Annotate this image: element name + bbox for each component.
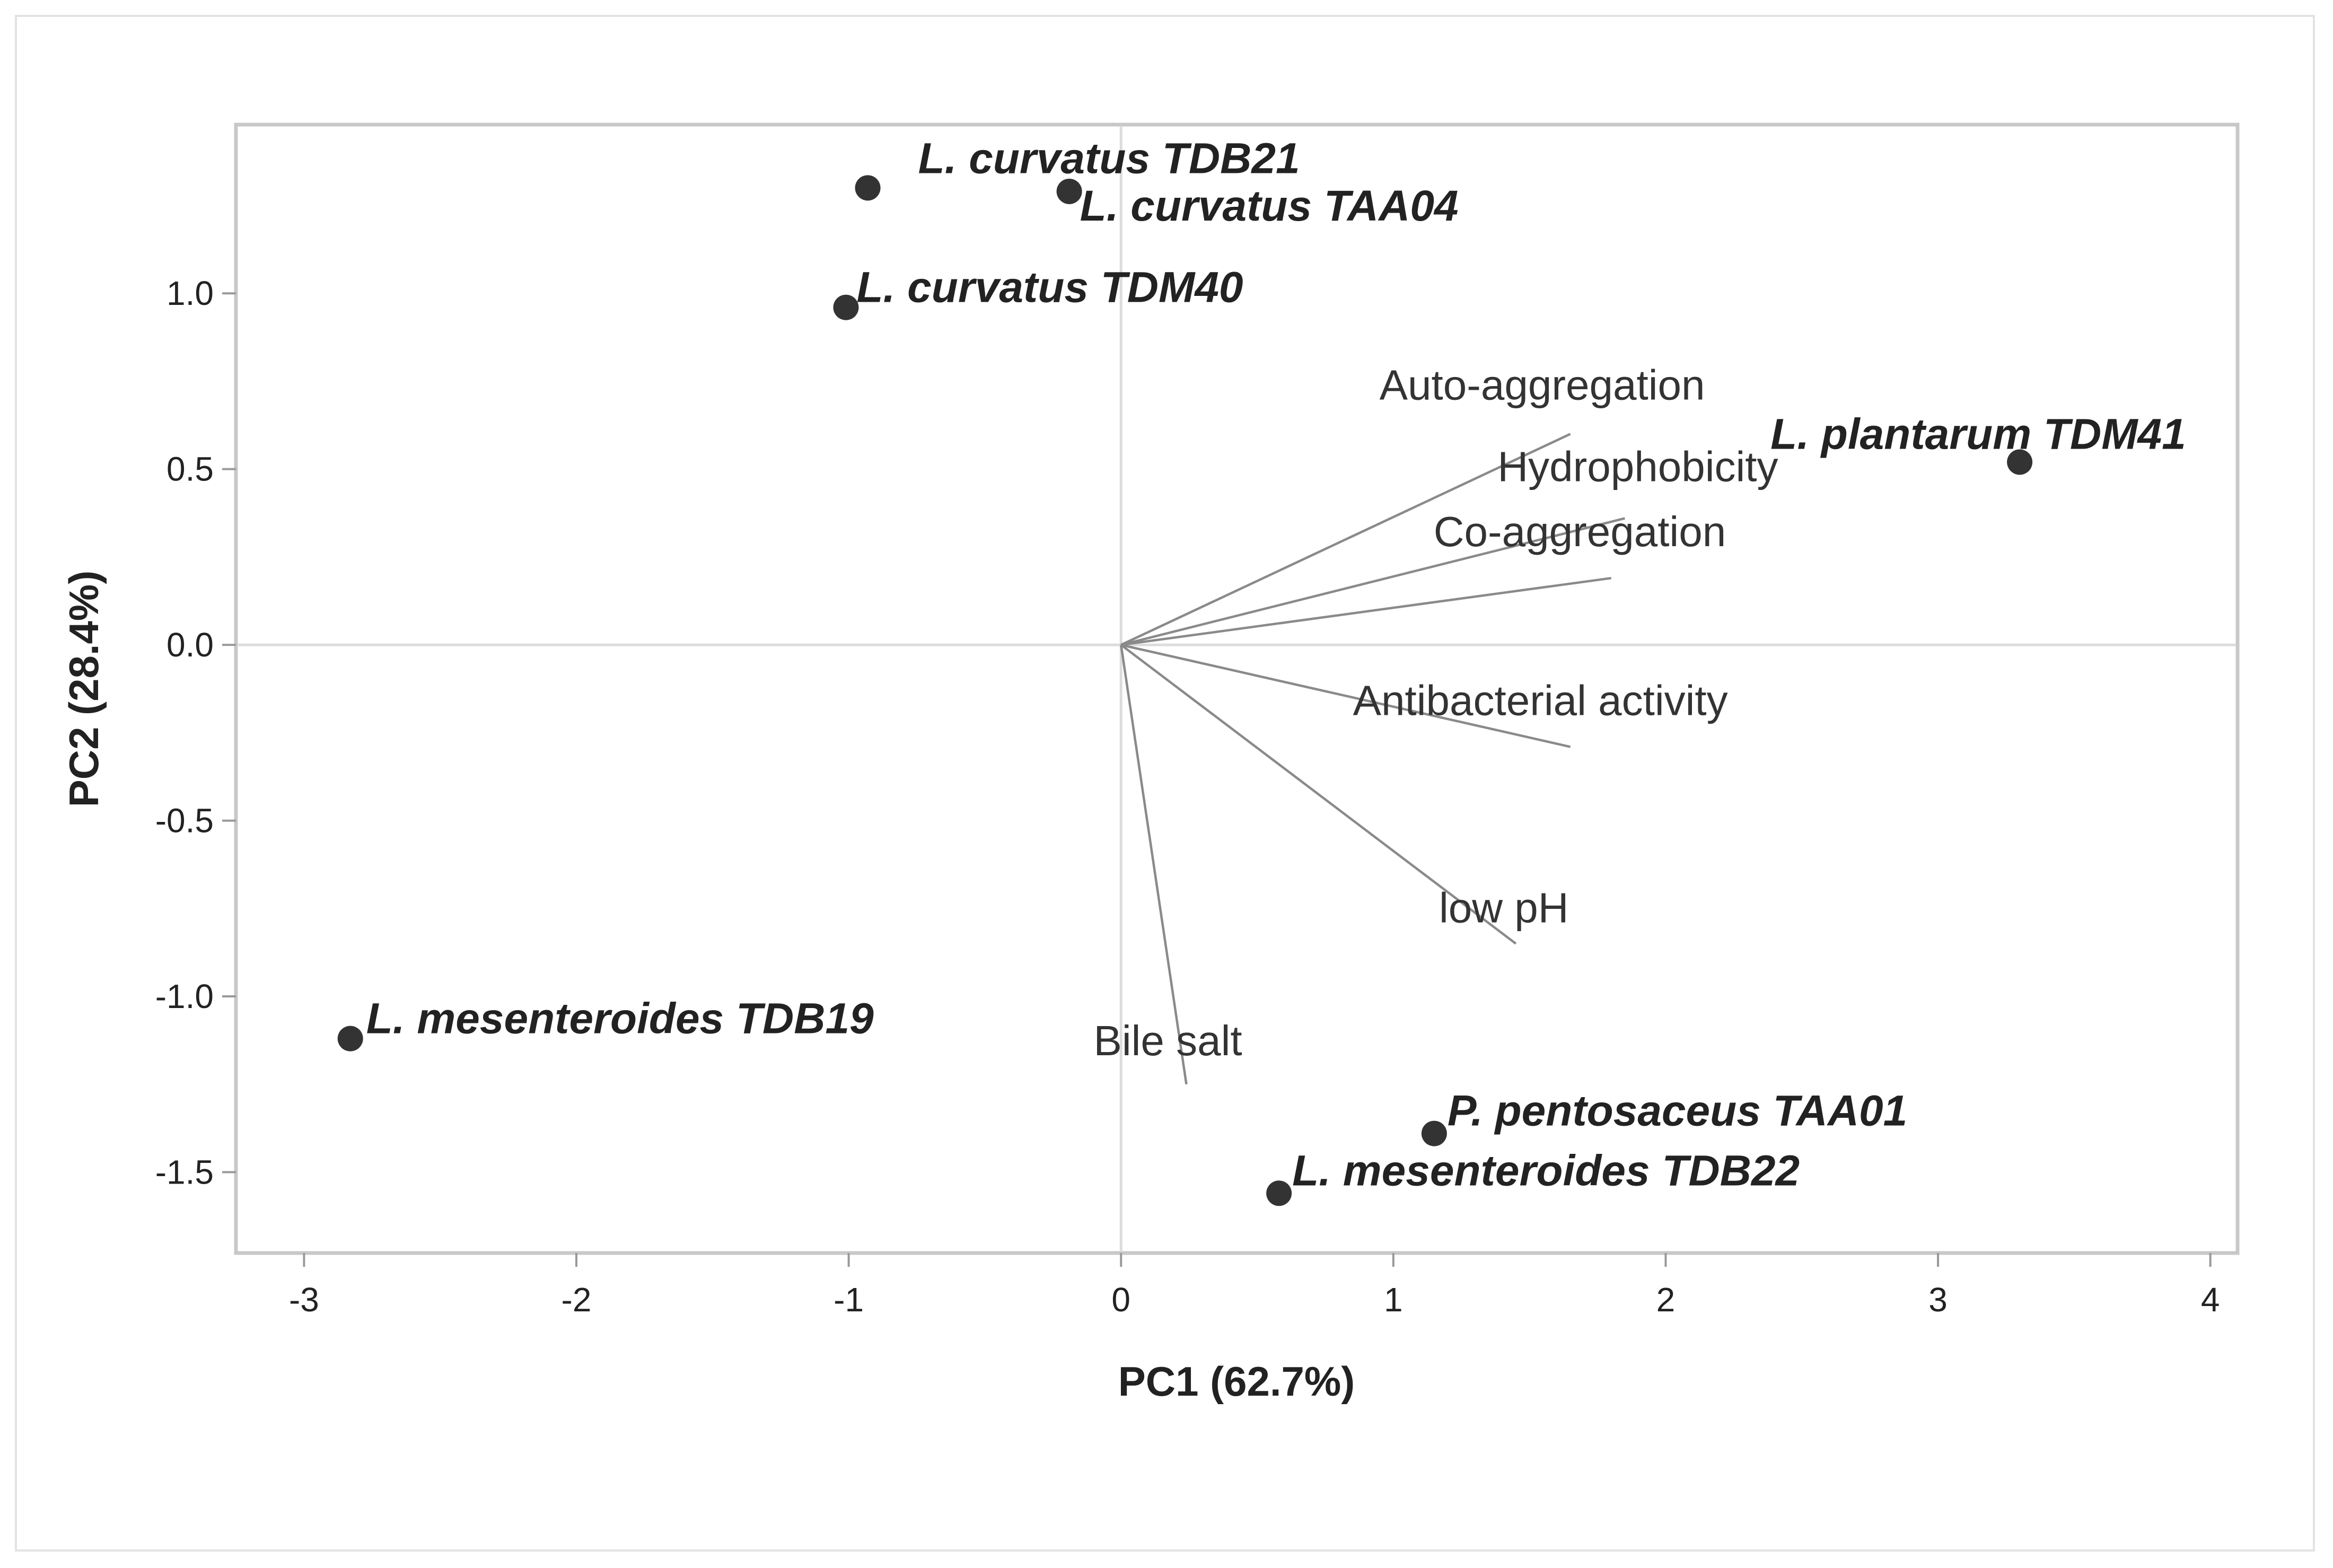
plot-area [234,122,2240,1255]
x-tick-label: 0 [1111,1281,1130,1319]
loading-label-auto-aggregation: Auto-aggregation [1380,361,1705,408]
y-tick-label: -1.0 [155,977,214,1015]
loading-vector-co-aggregation [1120,576,1612,646]
x-axis-title: PC1 (62.7%) [1118,1358,1355,1405]
x-tick-label: -1 [834,1281,864,1319]
loading-vector-antibacterial-activity [1120,643,1571,748]
x-tick-label: 1 [1384,1281,1403,1319]
point-label-l-mesenteroides-tdb22: L. mesenteroides TDB22 [1292,1146,1800,1195]
y-axis-title: PC2 (28.4%) [60,571,107,808]
y-tick-label: 0.5 [166,450,214,488]
loading-label-antibacterial-activity: Antibacterial activity [1353,677,1728,724]
point-l-mesenteroides-tdb19 [337,1026,363,1052]
loading-label-low-ph: low pH [1439,884,1569,932]
y-tick-label: 0.0 [166,626,214,664]
point-label-l-curvatus-tdb21: L. curvatus TDB21 [918,134,1300,182]
point-l-mesenteroides-tdb22 [1266,1180,1292,1206]
loading-vector-low-ph [1120,644,1517,945]
loading-vectors: Auto-aggregation Hydrophobicity Co-aggrega… [1093,361,1778,1085]
point-l-plantarum-tdm41 [2007,449,2033,475]
point-l-curvatus-taa04 [1056,178,1082,204]
y-tick-label: -0.5 [155,802,214,840]
y-tick-label: -1.5 [155,1153,214,1192]
loading-vector-hydrophobicity [1120,517,1625,646]
point-l-curvatus-tdb21 [855,175,881,201]
point-label-l-mesenteroides-tdb19: L. mesenteroides TDB19 [366,995,874,1043]
point-label-l-plantarum-tdm41: L. plantarum TDM41 [1770,410,2186,458]
axis-ticks: -3 -2 -1 0 1 2 3 4 -1.5 -1.0 -0.5 0.0 0.5 1.0 [155,274,2220,1319]
y-tick-label: 1.0 [166,274,214,312]
loading-label-co-aggregation: Co-aggregation [1434,508,1726,555]
x-tick-label: 2 [1656,1281,1676,1319]
point-label-p-pentosaceus-taa01: P. pentosaceus TAA01 [1448,1087,1907,1135]
point-p-pentosaceus-taa01 [1421,1120,1447,1146]
point-label-l-curvatus-tdm40: L. curvatus TDM40 [856,264,1243,312]
loading-vector-auto-aggregation [1120,433,1571,646]
loading-label-bile-salt: Bile salt [1093,1017,1242,1064]
x-tick-label: -2 [562,1281,592,1319]
x-tick-label: -3 [289,1281,319,1319]
point-l-curvatus-tdm40 [833,294,859,320]
loading-label-hydrophobicity: Hydrophobicity [1497,443,1778,490]
x-tick-label: 3 [1928,1281,1948,1319]
x-tick-label: 4 [2201,1281,2220,1319]
point-label-l-curvatus-taa04: L. curvatus TAA04 [1080,182,1459,230]
reference-lines [238,127,2235,1251]
loading-vector-bile-salt [1119,644,1188,1085]
